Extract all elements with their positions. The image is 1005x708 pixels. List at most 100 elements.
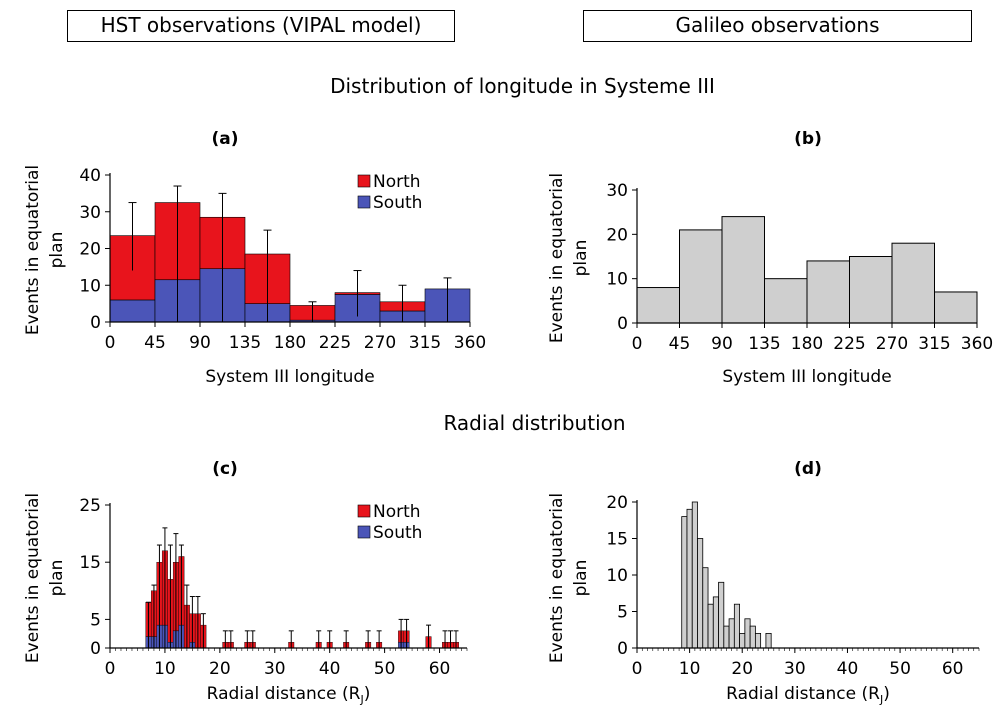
- bar-south: [109, 299, 156, 323]
- legend-swatch-north-a: [357, 174, 371, 188]
- x-tick-label-c: 30: [264, 659, 286, 679]
- bar: [733, 603, 740, 649]
- bar: [739, 633, 746, 649]
- y-axis-label-b: plan: [571, 240, 591, 277]
- x-tick-label-d: 0: [632, 659, 643, 679]
- x-axis-label-d: Radial distance (RJ): [726, 684, 890, 706]
- y-tick-label-d: 0: [617, 639, 628, 659]
- x-tick-label-a: 270: [364, 333, 396, 353]
- bar: [691, 501, 698, 649]
- y-tick-label-d: 20: [606, 493, 628, 513]
- bar: [723, 625, 730, 649]
- bar: [681, 516, 688, 649]
- legend-label-south-a: South: [373, 193, 422, 213]
- x-tick-label-b: 360: [961, 334, 993, 354]
- x-tick-label-c: 10: [154, 659, 176, 679]
- y-tick-label-a: 0: [90, 313, 101, 333]
- bar: [679, 229, 723, 324]
- y-axis-label-d: Events in equatorial: [547, 493, 567, 663]
- x-tick-label-c: 0: [105, 659, 116, 679]
- legend-label-north-a: North: [373, 172, 421, 192]
- y-tick-label-d: 5: [617, 603, 628, 623]
- x-tick-label-a: 90: [189, 333, 211, 353]
- x-tick-label-d: 20: [731, 659, 753, 679]
- x-tick-label-d: 50: [889, 659, 911, 679]
- y-tick-label-b: 20: [606, 225, 628, 245]
- y-axis-label-d: plan: [571, 560, 591, 597]
- bar: [806, 260, 850, 324]
- x-tick-label-b: 45: [669, 334, 691, 354]
- x-tick-label-d: 10: [679, 659, 701, 679]
- longitude-section-title: Distribution of longitude in Systeme III: [330, 74, 715, 98]
- y-tick-label-a: 20: [79, 240, 101, 260]
- x-tick-label-d: 60: [942, 659, 964, 679]
- y-tick-label-c: 15: [79, 553, 101, 573]
- x-tick-label-b: 90: [711, 334, 733, 354]
- bar: [849, 256, 893, 324]
- bar: [934, 291, 978, 324]
- legend-label-south-c: South: [373, 523, 422, 543]
- x-tick-label-c: 20: [209, 659, 231, 679]
- x-tick-label-a: 360: [454, 333, 486, 353]
- y-tick-label-d: 10: [606, 566, 628, 586]
- x-tick-label-a: 225: [319, 333, 351, 353]
- bar: [707, 603, 714, 649]
- radial-section-title: Radial distribution: [443, 411, 626, 435]
- y-tick-label-b: 0: [617, 314, 628, 334]
- y-tick-label-d: 15: [606, 530, 628, 550]
- y-tick-label-b: 30: [606, 181, 628, 201]
- bar: [697, 538, 704, 649]
- x-tick-label-a: 0: [105, 333, 116, 353]
- bar: [702, 567, 709, 649]
- y-tick-label-b: 10: [606, 270, 628, 290]
- y-tick-label-c: 5: [90, 610, 101, 630]
- y-tick-label-a: 30: [79, 203, 101, 223]
- bar: [764, 278, 808, 324]
- x-tick-label-b: 180: [791, 334, 823, 354]
- x-tick-label-a: 180: [274, 333, 306, 353]
- x-tick-label-a: 45: [144, 333, 166, 353]
- legend-label-north-c: North: [373, 502, 421, 522]
- bar: [686, 508, 693, 649]
- bar: [721, 216, 765, 324]
- x-tick-label-d: 30: [784, 659, 806, 679]
- x-tick-label-b: 135: [748, 334, 780, 354]
- x-tick-label-b: 0: [632, 334, 643, 354]
- x-tick-label-b: 270: [876, 334, 908, 354]
- bar: [718, 581, 725, 649]
- x-tick-label-b: 315: [918, 334, 950, 354]
- bar: [891, 242, 935, 324]
- bar: [749, 625, 756, 649]
- x-tick-label-a: 315: [409, 333, 441, 353]
- x-tick-label-c: 60: [429, 659, 451, 679]
- x-tick-label-a: 135: [229, 333, 261, 353]
- bar: [636, 287, 680, 324]
- x-axis-label-b: System III longitude: [722, 367, 891, 387]
- legend-swatch-south-a: [357, 195, 371, 209]
- x-tick-label-c: 40: [319, 659, 341, 679]
- hst-header-box: HST observations (VIPAL model): [67, 10, 455, 42]
- bar: [754, 633, 762, 649]
- legend-swatch-north-c: [357, 504, 371, 518]
- y-axis-label-a: plan: [47, 232, 67, 269]
- x-axis-label-c: Radial distance (RJ): [207, 684, 371, 706]
- x-tick-label-c: 50: [374, 659, 396, 679]
- legend-swatch-south-c: [357, 525, 371, 539]
- panel-label-d: (d): [794, 459, 822, 479]
- y-tick-label-a: 10: [79, 276, 101, 296]
- y-tick-label-c: 25: [79, 496, 101, 516]
- x-axis-label-a: System III longitude: [205, 367, 374, 387]
- galileo-header-box: Galileo observations: [583, 10, 972, 42]
- y-axis-label-c: Events in equatorial: [23, 493, 43, 663]
- y-axis-label-b: Events in equatorial: [547, 173, 567, 343]
- bar: [765, 633, 772, 649]
- panel-label-c: (c): [212, 459, 238, 479]
- x-tick-label-b: 225: [833, 334, 865, 354]
- x-tick-label-d: 40: [837, 659, 859, 679]
- bar: [744, 618, 751, 649]
- bar: [712, 596, 719, 649]
- bar: [728, 618, 735, 649]
- panel-label-b: (b): [794, 129, 822, 149]
- y-tick-label-a: 40: [79, 166, 101, 186]
